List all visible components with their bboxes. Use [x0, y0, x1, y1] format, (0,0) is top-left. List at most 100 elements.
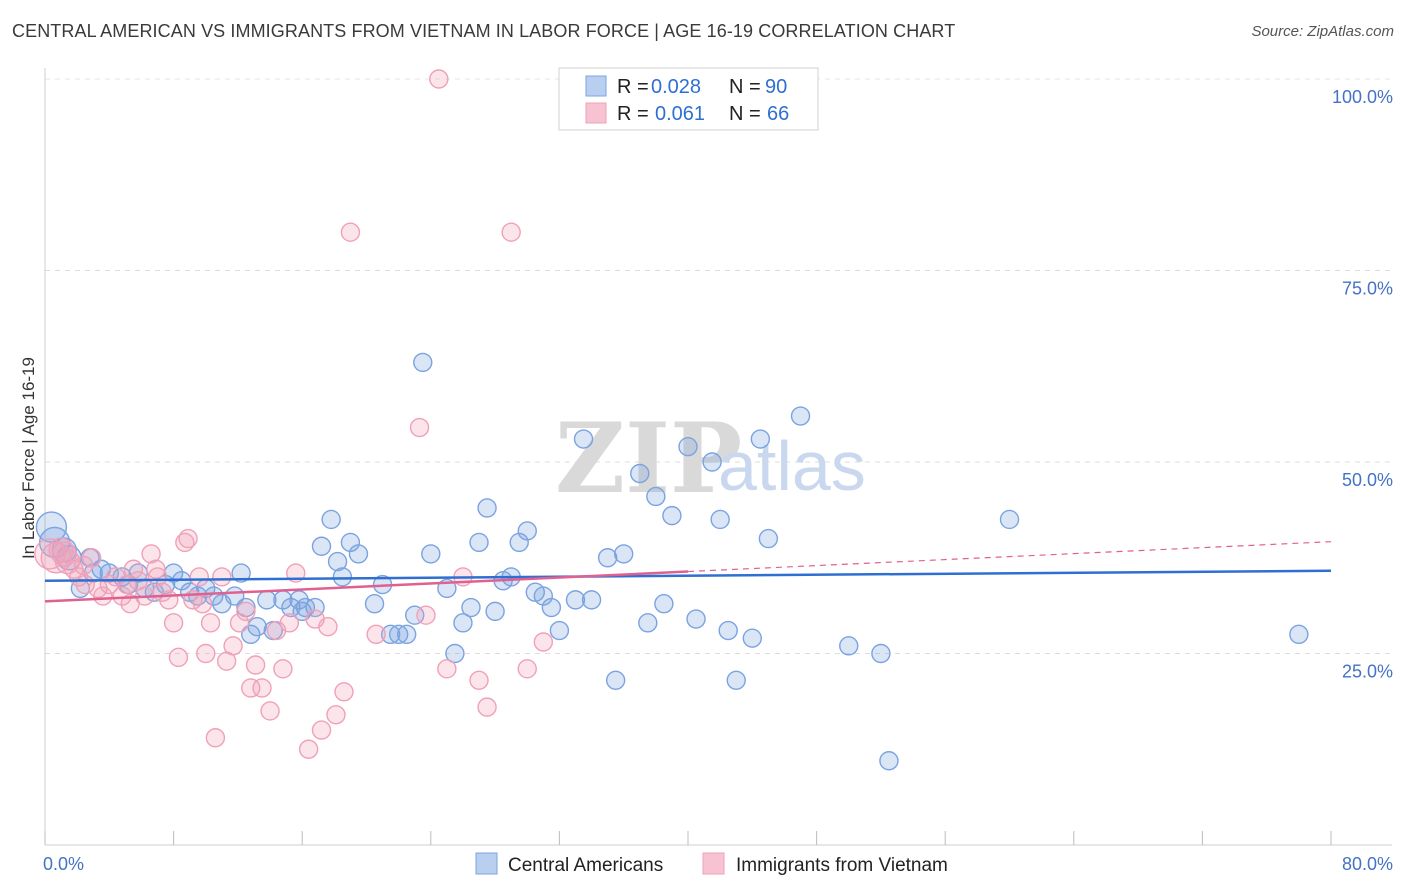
vietnam-point: [469, 670, 489, 691]
vietnam-point: [409, 417, 430, 438]
central-american-point: [790, 406, 811, 426]
central-american-point: [541, 597, 562, 618]
central-american-point: [678, 436, 698, 457]
series-legend: Central Americans Immigrants from Vietna…: [475, 852, 948, 876]
central-american-point: [702, 452, 722, 472]
vietnam-point: [318, 616, 338, 637]
central-american-point: [597, 548, 618, 568]
vietnam-point: [279, 613, 300, 633]
series-1-points: [34, 69, 554, 759]
vietnam-point: [212, 567, 232, 587]
watermark-zip: ZIP: [555, 402, 742, 515]
vietnam-point: [437, 659, 457, 679]
central-american-point: [257, 590, 277, 610]
vietnam-point: [429, 69, 449, 89]
y-tick-label: 100.0%: [1332, 87, 1393, 107]
vietnam-point: [340, 222, 361, 242]
vietnam-point: [73, 555, 94, 576]
trend-line-extension-1: [687, 541, 1332, 573]
y-tick-label: 50.0%: [1342, 470, 1393, 490]
central-american-point: [662, 505, 682, 526]
vietnam-point: [146, 559, 166, 579]
x-tick-labels: 0.0% 80.0%: [43, 854, 1393, 874]
series-swatch-central-americans: [475, 852, 498, 875]
vietnam-point: [178, 528, 198, 549]
legend-n-value-2: 66: [767, 103, 789, 125]
vietnam-point: [326, 705, 346, 725]
vietnam-point: [366, 624, 386, 645]
series-label-vietnam: Immigrants from Vietnam: [736, 855, 948, 876]
central-american-point: [871, 643, 891, 664]
vietnam-point: [81, 548, 102, 568]
vietnam-point: [245, 655, 266, 675]
vietnam-point: [477, 697, 497, 717]
central-american-point: [638, 613, 658, 633]
central-american-point: [750, 429, 771, 449]
central-american-point: [686, 609, 706, 629]
vietnam-point: [416, 605, 436, 625]
central-american-point: [879, 751, 899, 771]
central-american-point: [413, 352, 433, 373]
vietnam-point: [311, 720, 332, 740]
vietnam-point: [196, 643, 216, 664]
watermark: ZIP atlas: [555, 402, 866, 515]
vietnam-point: [168, 647, 189, 668]
chart-title: CENTRAL AMERICAN VS IMMIGRANTS FROM VIET…: [12, 21, 956, 41]
y-tick-label: 25.0%: [1342, 662, 1393, 682]
central-american-point: [469, 532, 489, 553]
vietnam-point: [123, 559, 144, 579]
central-american-point: [581, 590, 602, 610]
trend-lines: [44, 541, 1332, 603]
central-american-point: [231, 563, 251, 583]
y-axis-label: In Labor Force | Age 16-19: [19, 357, 38, 559]
central-american-point: [461, 597, 481, 618]
vietnam-point: [141, 544, 161, 564]
vietnam-point: [517, 659, 537, 679]
y-tick-label: 75.0%: [1342, 279, 1393, 299]
central-american-point: [614, 544, 634, 564]
central-american-point: [332, 567, 353, 587]
legend-r-value-2: 0.061: [655, 103, 705, 125]
central-american-point: [1289, 624, 1309, 645]
series-label-central-americans: Central Americans: [508, 855, 663, 876]
source-label: Source: ZipAtlas.com: [1251, 23, 1394, 40]
series-swatch-vietnam: [702, 852, 725, 875]
central-american-point: [289, 590, 309, 610]
legend-n-value-1: 90: [765, 76, 787, 98]
central-american-point: [573, 429, 594, 449]
vietnam-point: [159, 590, 179, 610]
central-american-point: [396, 624, 417, 645]
central-american-point: [742, 628, 762, 648]
y-tick-labels: 25.0% 50.0% 75.0% 100.0%: [1332, 87, 1393, 682]
legend-n-label-2: N =: [729, 103, 761, 125]
axes: [44, 68, 1392, 846]
central-american-point: [364, 594, 385, 614]
vietnam-point: [334, 682, 354, 702]
central-american-point: [654, 594, 674, 614]
vietnam-point: [147, 567, 168, 587]
x-tick-label-max: 80.0%: [1342, 854, 1393, 874]
legend-r-value-1: 0.028: [651, 76, 701, 98]
central-american-point: [605, 670, 626, 691]
central-american-point: [421, 544, 441, 564]
vietnam-point: [192, 594, 213, 614]
central-american-point: [247, 616, 267, 637]
trend-line-1: [44, 570, 689, 603]
legend-n-label-1: N =: [729, 76, 761, 98]
central-american-point: [380, 624, 401, 645]
trend-line-0: [44, 569, 1332, 582]
vietnam-point: [252, 678, 272, 698]
central-american-point: [710, 509, 730, 530]
vietnam-point: [93, 586, 113, 606]
vietnam-point: [189, 567, 210, 587]
stats-legend: R = 0.028 N = 90 R = 0.061 N = 66: [558, 67, 819, 131]
central-american-point: [348, 544, 369, 564]
central-american-point: [388, 624, 409, 645]
central-american-point: [453, 613, 473, 633]
vietnam-point: [229, 613, 250, 633]
central-american-point: [549, 620, 570, 641]
central-american-point: [565, 590, 586, 610]
central-american-point: [646, 486, 666, 507]
vietnam-point: [273, 659, 293, 679]
